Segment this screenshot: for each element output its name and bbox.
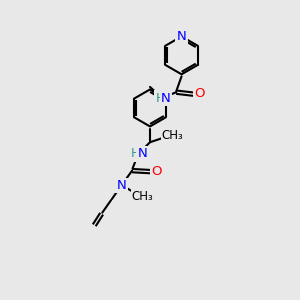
Text: N: N [137,147,147,160]
Text: CH₃: CH₃ [132,190,154,203]
Text: N: N [117,179,127,192]
Text: O: O [194,87,205,100]
Text: H: H [131,147,141,160]
Text: CH₃: CH₃ [162,129,184,142]
Text: N: N [177,30,186,43]
Text: O: O [151,165,162,178]
Text: H: H [155,92,165,105]
Text: N: N [161,92,171,105]
